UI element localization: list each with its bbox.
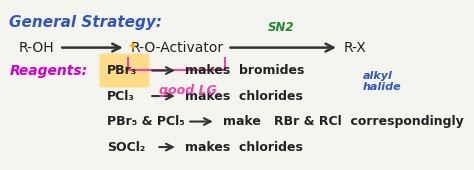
- Text: R-OH: R-OH: [19, 41, 55, 55]
- Text: SN2: SN2: [268, 21, 294, 34]
- Text: PBr₃: PBr₃: [107, 64, 137, 77]
- Text: good LG: good LG: [159, 84, 217, 97]
- Text: PCl₃: PCl₃: [107, 90, 135, 103]
- FancyBboxPatch shape: [100, 54, 149, 88]
- Text: alkyl
halide: alkyl halide: [363, 71, 401, 92]
- Text: makes  chlorides: makes chlorides: [185, 141, 303, 154]
- Text: SOCl₂: SOCl₂: [107, 141, 145, 154]
- Text: PBr₅ & PCl₅: PBr₅ & PCl₅: [107, 115, 184, 128]
- Text: Reagents:: Reagents:: [9, 64, 88, 78]
- Text: ✦: ✦: [128, 42, 137, 52]
- Text: make   RBr & RCl  correspondingly: make RBr & RCl correspondingly: [223, 115, 464, 128]
- Text: General Strategy:: General Strategy:: [9, 15, 163, 30]
- Text: makes  bromides: makes bromides: [185, 64, 304, 77]
- Text: makes  chlorides: makes chlorides: [185, 90, 303, 103]
- Text: R-X: R-X: [344, 41, 366, 55]
- Text: R-O-Activator: R-O-Activator: [130, 41, 223, 55]
